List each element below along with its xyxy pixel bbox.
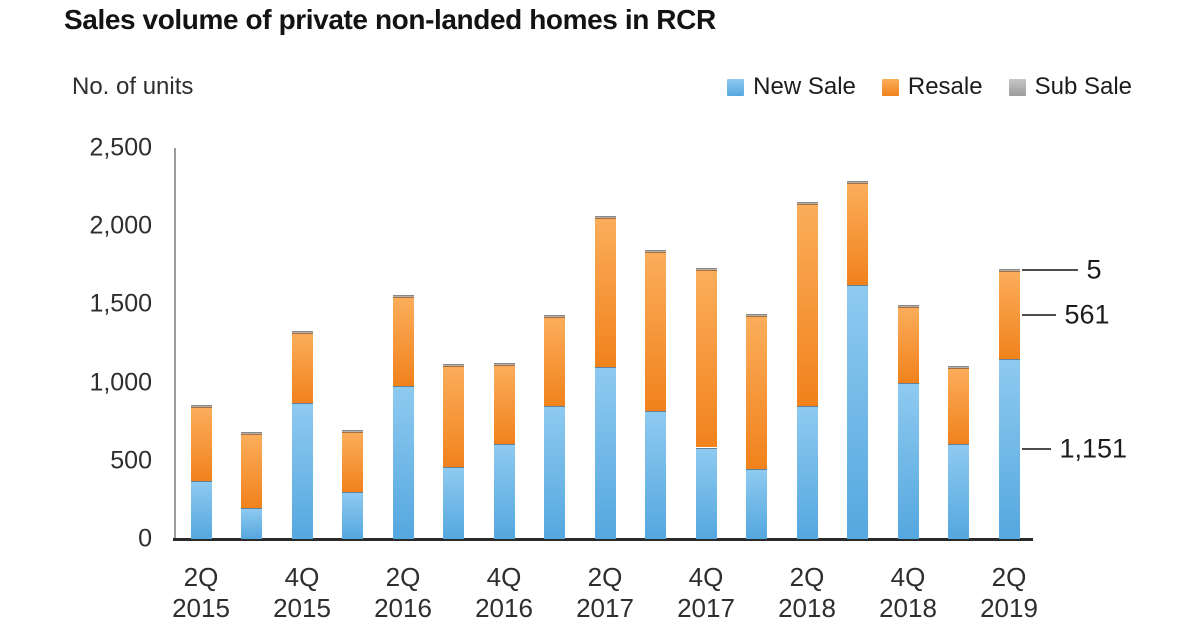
- bar-segment-sub-sale-4q-2016[interactable]: [493, 362, 515, 365]
- legend-item-new-sale[interactable]: New Sale: [727, 73, 856, 101]
- bar-segment-sub-sale-3q-2016[interactable]: [443, 364, 464, 367]
- bar-segment-resale-4q-2017[interactable]: [695, 270, 717, 448]
- x-tick-label: 2Q 2017: [576, 562, 634, 623]
- bar-segment-resale-1q-2019[interactable]: [948, 368, 969, 444]
- bar-segment-sub-sale-2q-2017[interactable]: [594, 216, 616, 219]
- bar-segment-resale-1q-2017[interactable]: [544, 316, 565, 407]
- legend-swatch-resale-icon: [881, 78, 899, 96]
- bar-segment-sub-sale-2q-2015[interactable]: [190, 404, 212, 407]
- y-tick-label: 0: [138, 524, 152, 553]
- bar-segment-sub-sale-1q-2016[interactable]: [342, 429, 363, 432]
- y-tick-label: 2,000: [89, 211, 152, 240]
- callout-label: 561: [1064, 299, 1110, 330]
- legend-swatch-sub-sale-icon: [1008, 78, 1026, 96]
- bar-segment-new-sale-2q-2019[interactable]: [998, 358, 1020, 539]
- bar-segment-new-sale-1q-2019[interactable]: [948, 443, 969, 539]
- bar-segment-resale-4q-2015[interactable]: [291, 333, 313, 403]
- y-tick-label: 500: [110, 446, 152, 475]
- bar-segment-sub-sale-1q-2018[interactable]: [746, 314, 767, 317]
- bar-segment-resale-3q-2017[interactable]: [645, 252, 666, 411]
- bar-segment-sub-sale-3q-2018[interactable]: [847, 181, 868, 184]
- bar-segment-sub-sale-2q-2016[interactable]: [392, 294, 414, 297]
- legend-label-resale: Resale: [907, 73, 983, 100]
- bar-segment-new-sale-2q-2015[interactable]: [190, 481, 212, 539]
- legend-item-sub-sale[interactable]: Sub Sale: [1008, 73, 1132, 101]
- bar-segment-resale-2q-2018[interactable]: [796, 203, 818, 407]
- legend-label-sub-sale: Sub Sale: [1034, 73, 1132, 100]
- bar-segment-sub-sale-3q-2017[interactable]: [645, 250, 666, 253]
- bar-segment-sub-sale-4q-2017[interactable]: [695, 268, 717, 271]
- bar-segment-resale-2q-2017[interactable]: [594, 218, 616, 367]
- bar-segment-resale-4q-2018[interactable]: [897, 306, 919, 384]
- bar-segment-resale-2q-2015[interactable]: [190, 406, 212, 482]
- y-tick-label: 2,500: [89, 133, 152, 162]
- x-tick-label: 4Q 2015: [273, 562, 331, 623]
- bar-segment-sub-sale-4q-2018[interactable]: [897, 304, 919, 307]
- callout-line: [1021, 269, 1078, 272]
- bar-segment-resale-1q-2018[interactable]: [746, 316, 767, 469]
- bar-segment-new-sale-2q-2016[interactable]: [392, 385, 414, 539]
- legend-label-new-sale: New Sale: [753, 73, 856, 100]
- bar-segment-sub-sale-1q-2017[interactable]: [544, 314, 565, 317]
- bar-segment-new-sale-3q-2017[interactable]: [645, 410, 666, 539]
- bar-segment-sub-sale-2q-2018[interactable]: [796, 201, 818, 204]
- x-tick-label: 2Q 2015: [172, 562, 230, 623]
- x-tick-label: 2Q 2019: [980, 562, 1038, 623]
- bar-segment-new-sale-4q-2018[interactable]: [897, 383, 919, 539]
- bar-segment-resale-2q-2016[interactable]: [392, 296, 414, 386]
- callout-label: 1,151: [1059, 433, 1128, 464]
- x-tick-label: 2Q 2016: [374, 562, 432, 623]
- bar-segment-new-sale-3q-2015[interactable]: [241, 507, 262, 539]
- legend: New Sale Resale Sub Sale: [727, 73, 1132, 101]
- callout-line: [1021, 447, 1051, 450]
- x-tick-label: 2Q 2018: [778, 562, 836, 623]
- bar-segment-resale-3q-2018[interactable]: [847, 183, 868, 285]
- bar-segment-new-sale-4q-2016[interactable]: [493, 444, 515, 539]
- x-tick-label: 4Q 2016: [475, 562, 533, 623]
- y-axis-units-label: No. of units: [72, 73, 194, 100]
- bar-segment-sub-sale-1q-2019[interactable]: [948, 366, 969, 369]
- y-tick-label: 1,000: [89, 368, 152, 397]
- bar-segment-new-sale-3q-2016[interactable]: [443, 467, 464, 539]
- bar-segment-sub-sale-3q-2015[interactable]: [241, 432, 262, 435]
- bar-segment-new-sale-3q-2018[interactable]: [847, 284, 868, 539]
- chart-title: Sales volume of private non-landed homes…: [64, 4, 716, 35]
- bar-segment-resale-2q-2019[interactable]: [998, 271, 1020, 359]
- bar-segment-sub-sale-2q-2019[interactable]: [998, 269, 1020, 272]
- x-axis-line: [173, 538, 1033, 541]
- bar-segment-new-sale-1q-2017[interactable]: [544, 406, 565, 539]
- y-tick-label: 1,500: [89, 289, 152, 318]
- callout-label: 5: [1086, 254, 1102, 285]
- bar-segment-resale-1q-2016[interactable]: [342, 431, 363, 493]
- bar-segment-new-sale-2q-2018[interactable]: [796, 406, 818, 539]
- bar-segment-new-sale-2q-2017[interactable]: [594, 366, 616, 539]
- x-tick-label: 4Q 2018: [879, 562, 937, 623]
- bar-segment-new-sale-1q-2016[interactable]: [342, 492, 363, 539]
- legend-swatch-new-sale-icon: [727, 78, 745, 96]
- bar-segment-resale-3q-2016[interactable]: [443, 366, 464, 468]
- y-axis-line: [174, 148, 176, 539]
- x-tick-label: 4Q 2017: [677, 562, 735, 623]
- bar-segment-new-sale-4q-2015[interactable]: [291, 402, 313, 539]
- bar-segment-resale-4q-2016[interactable]: [493, 364, 515, 445]
- bar-segment-sub-sale-4q-2015[interactable]: [291, 331, 313, 334]
- bar-segment-resale-3q-2015[interactable]: [241, 434, 262, 508]
- callout-line: [1021, 314, 1056, 317]
- bar-segment-new-sale-1q-2018[interactable]: [746, 468, 767, 539]
- legend-item-resale[interactable]: Resale: [881, 73, 983, 101]
- bar-segment-new-sale-4q-2017[interactable]: [695, 447, 717, 539]
